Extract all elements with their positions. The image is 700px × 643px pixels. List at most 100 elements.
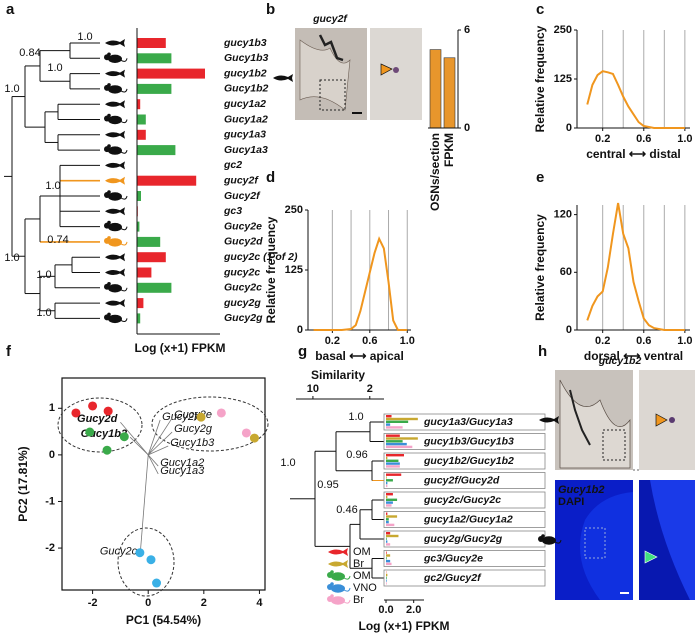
- bar: [386, 543, 391, 546]
- bar: [137, 145, 176, 156]
- bar: [386, 420, 409, 423]
- category-label: OSNs/section: [428, 133, 442, 211]
- support-value: 0.74: [47, 234, 68, 246]
- bar: [386, 498, 398, 501]
- category-label: gucy2g: [223, 297, 261, 309]
- mouse-icon: [120, 149, 128, 154]
- point: [85, 427, 95, 437]
- fish-icon: [273, 74, 293, 82]
- mouse-icon: [330, 594, 334, 598]
- row-box: [383, 569, 546, 587]
- y-tick-label: 125: [285, 264, 303, 276]
- y-tick-label: 125: [554, 73, 572, 85]
- category-label: gucy2c: [223, 266, 260, 278]
- bar: [386, 459, 399, 462]
- bar: [386, 562, 392, 566]
- mouse-icon: [107, 190, 111, 194]
- plot-frame: [61, 377, 266, 591]
- bar: [386, 537, 387, 540]
- fish-icon: [328, 560, 348, 568]
- mouse-icon: [108, 222, 122, 232]
- category-label: gucy1b2/Gucy1b2: [423, 455, 514, 467]
- bar: [386, 493, 393, 496]
- mouse-icon: [107, 220, 111, 225]
- point: [196, 412, 206, 422]
- category-label: Gucy1b3: [224, 52, 269, 64]
- bar: [137, 221, 140, 232]
- bar: [386, 515, 398, 518]
- loading-vector: [147, 431, 173, 456]
- fish-icon: [539, 416, 559, 424]
- bar: [386, 481, 388, 485]
- cluster-outline: [57, 397, 143, 453]
- point: [249, 433, 259, 443]
- mouse-icon: [343, 599, 351, 604]
- stain-label: Gucy1b2: [558, 484, 604, 496]
- mouse-icon: [331, 572, 345, 581]
- category-label: gucy2f/Gucy2d: [423, 474, 500, 486]
- category-label: Gucy1a3: [224, 144, 268, 156]
- y-tick-label: 250: [285, 204, 303, 216]
- legend-label: Br: [353, 558, 364, 570]
- x-tick-label: 0.0: [378, 604, 393, 616]
- category-label: gucy1b2: [223, 67, 267, 79]
- row-box: [383, 511, 546, 528]
- mouse-icon: [343, 575, 351, 580]
- loading-vector: [120, 422, 149, 456]
- fish-icon: [105, 161, 125, 170]
- x-axis-label: basal ⟷ apical: [315, 349, 404, 363]
- bar: [386, 520, 389, 524]
- bar: [137, 114, 146, 125]
- bar: [137, 236, 161, 247]
- y-axis-label: Relative frequency: [533, 214, 547, 321]
- fish-icon: [105, 39, 125, 47]
- bar: [386, 417, 418, 421]
- arrowhead: [655, 413, 668, 427]
- category-label: gc2/Gucy2f: [423, 572, 482, 584]
- panel-letter: b: [266, 1, 275, 18]
- mouse-icon: [107, 144, 111, 148]
- bar: [386, 415, 392, 418]
- bar: [137, 298, 144, 309]
- x-tick-label: 0.6: [362, 335, 377, 347]
- bar: [137, 129, 146, 140]
- y-axis-label: PC2 (17.81%): [16, 446, 30, 521]
- mouse-icon: [108, 115, 122, 125]
- bar: [386, 454, 404, 457]
- mouse-icon: [107, 236, 111, 240]
- point: [135, 548, 145, 558]
- fish-icon: [105, 176, 125, 185]
- bar: [137, 252, 166, 263]
- loading-vector: [147, 419, 161, 456]
- bar: [386, 484, 388, 488]
- row-box: [383, 433, 546, 450]
- x-tick-label: 0.2: [595, 133, 610, 145]
- arrowhead: [644, 550, 658, 564]
- bar: [443, 57, 456, 129]
- tissue-fluor: [580, 492, 633, 600]
- bar: [386, 495, 388, 499]
- support-value: 1.0: [47, 62, 62, 74]
- category-label: gc3: [223, 205, 242, 217]
- panel-letter: h: [538, 343, 547, 360]
- x-axis-label: central ⟷ distal: [586, 147, 681, 161]
- mouse-icon: [107, 83, 111, 87]
- fish-icon: [105, 253, 125, 262]
- tissue: [559, 379, 631, 469]
- bar: [386, 579, 387, 582]
- x-tick-label: 1.0: [677, 335, 692, 347]
- category-label: Gucy2f: [224, 190, 261, 202]
- x-tick-label: 0.6: [636, 335, 651, 347]
- cluster-outline: [151, 396, 269, 452]
- point: [103, 406, 113, 416]
- row-box: [383, 472, 546, 489]
- point: [102, 445, 112, 455]
- mouse-icon: [120, 58, 128, 62]
- bar: [386, 442, 407, 446]
- x-tick-label: 0.2: [325, 335, 340, 347]
- mouse-icon: [108, 146, 122, 155]
- zoom-box: [584, 527, 606, 559]
- fish-icon: [105, 299, 125, 308]
- panel-letter: e: [536, 169, 544, 186]
